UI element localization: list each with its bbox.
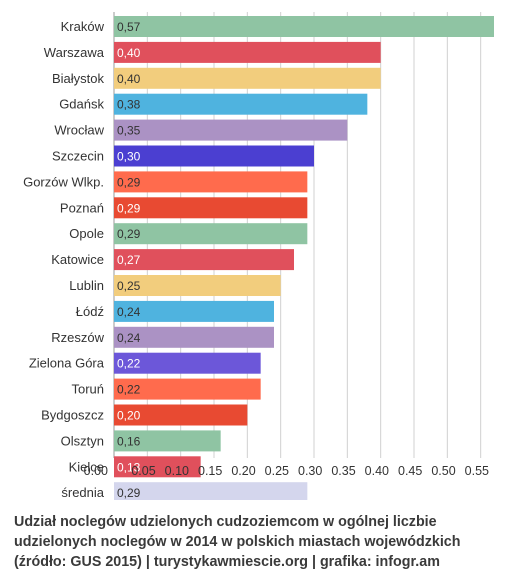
value-label: 0,27 (117, 253, 141, 267)
category-label: Rzeszów (51, 330, 104, 345)
category-label: Zielona Góra (29, 356, 105, 371)
bar (114, 482, 308, 500)
x-tick-label: 0.05 (131, 464, 155, 478)
value-label: 0,29 (117, 175, 141, 189)
bar (114, 378, 261, 400)
x-tick-label: 0.25 (265, 464, 289, 478)
bar (114, 119, 348, 141)
bar (114, 430, 221, 452)
caption-line-2: udzielonych noclegów w 2014 w polskich m… (14, 534, 461, 550)
category-label: Toruń (71, 382, 104, 397)
value-label: 0,16 (117, 434, 141, 448)
x-tick-label: 0.45 (398, 464, 422, 478)
value-labels: 0,57 0,40 0,40 0,38 0,35 0,30 0,29 0,29 0,29 0,27… (117, 20, 141, 500)
value-label: 0,35 (117, 124, 141, 138)
category-label: Szczecin (52, 149, 104, 164)
x-tick-label: 0.50 (431, 464, 455, 478)
bar (114, 404, 248, 426)
category-label: Katowice (51, 252, 104, 267)
category-labels: Kraków Warszawa Białystok Gdańsk Wrocław Szcz… (23, 19, 105, 500)
bar (114, 456, 201, 478)
x-tick-label: 0.55 (465, 464, 489, 478)
value-label: 0,30 (117, 150, 141, 164)
value-label: 0,22 (117, 383, 141, 397)
value-label: 0,29 (117, 227, 141, 241)
category-label: Wrocław (54, 123, 104, 138)
x-tick-label: 0.00 (84, 464, 108, 478)
x-tick-label: 0.10 (165, 464, 189, 478)
value-label: 0,57 (117, 20, 141, 34)
bar (114, 275, 281, 296)
bar (114, 326, 274, 348)
category-label: Kielce (69, 459, 104, 474)
x-tick-label: 0.40 (365, 464, 389, 478)
category-label: Poznań (60, 200, 104, 215)
bar (114, 93, 368, 115)
category-label: Warszawa (44, 45, 105, 60)
category-label: Kraków (61, 19, 105, 34)
value-label: 0,40 (117, 46, 141, 60)
x-tick-label: 0.20 (231, 464, 255, 478)
caption-line-1: Udział noclegów udzielonych cudzoziemcom… (14, 514, 437, 530)
bar (114, 223, 308, 245)
chart-caption: Udział noclegów udzielonych cudzoziemcom… (14, 512, 498, 572)
category-label: Lublin (69, 278, 104, 293)
value-label: 0,24 (117, 331, 141, 345)
value-label: 0,25 (117, 279, 141, 293)
x-axis-ticks: 0.00 0.05 0.10 0.15 0.20 0.25 0.30 0.35 0.40 0.45… (84, 464, 489, 478)
bar (114, 249, 294, 271)
bar (114, 16, 494, 37)
value-label: 0,40 (117, 72, 141, 86)
bar (114, 197, 308, 219)
value-label: 0,29 (117, 486, 141, 500)
bar (114, 41, 381, 63)
value-label: 0,20 (117, 409, 141, 423)
x-tick-label: 0.15 (198, 464, 222, 478)
category-label: Olsztyn (61, 433, 104, 448)
category-label: Gdańsk (59, 97, 104, 112)
category-label: Gorzów Wlkp. (23, 174, 104, 189)
value-label: 0,22 (117, 357, 141, 371)
x-tick-label: 0.35 (331, 464, 355, 478)
bar-chart: Kraków Warszawa Białystok Gdańsk Wrocław Szcz… (23, 12, 494, 500)
bar (114, 171, 308, 193)
bar (114, 145, 314, 167)
x-tick-label: 0.30 (298, 464, 322, 478)
bar (114, 67, 381, 89)
category-label: Łódź (76, 304, 104, 319)
category-label: Bydgoszcz (41, 408, 104, 423)
value-label: 0,24 (117, 305, 141, 319)
category-label: Białystok (52, 71, 105, 86)
category-label: Opole (69, 226, 104, 241)
bars (114, 16, 494, 500)
bar (114, 300, 274, 322)
caption-line-3: (źródło: GUS 2015) | turystykawmiescie.o… (14, 554, 440, 570)
bar (114, 352, 261, 374)
category-label: średnia (61, 485, 104, 500)
value-label: 0,13 (117, 460, 141, 474)
value-label: 0,38 (117, 98, 141, 112)
value-label: 0,29 (117, 201, 141, 215)
